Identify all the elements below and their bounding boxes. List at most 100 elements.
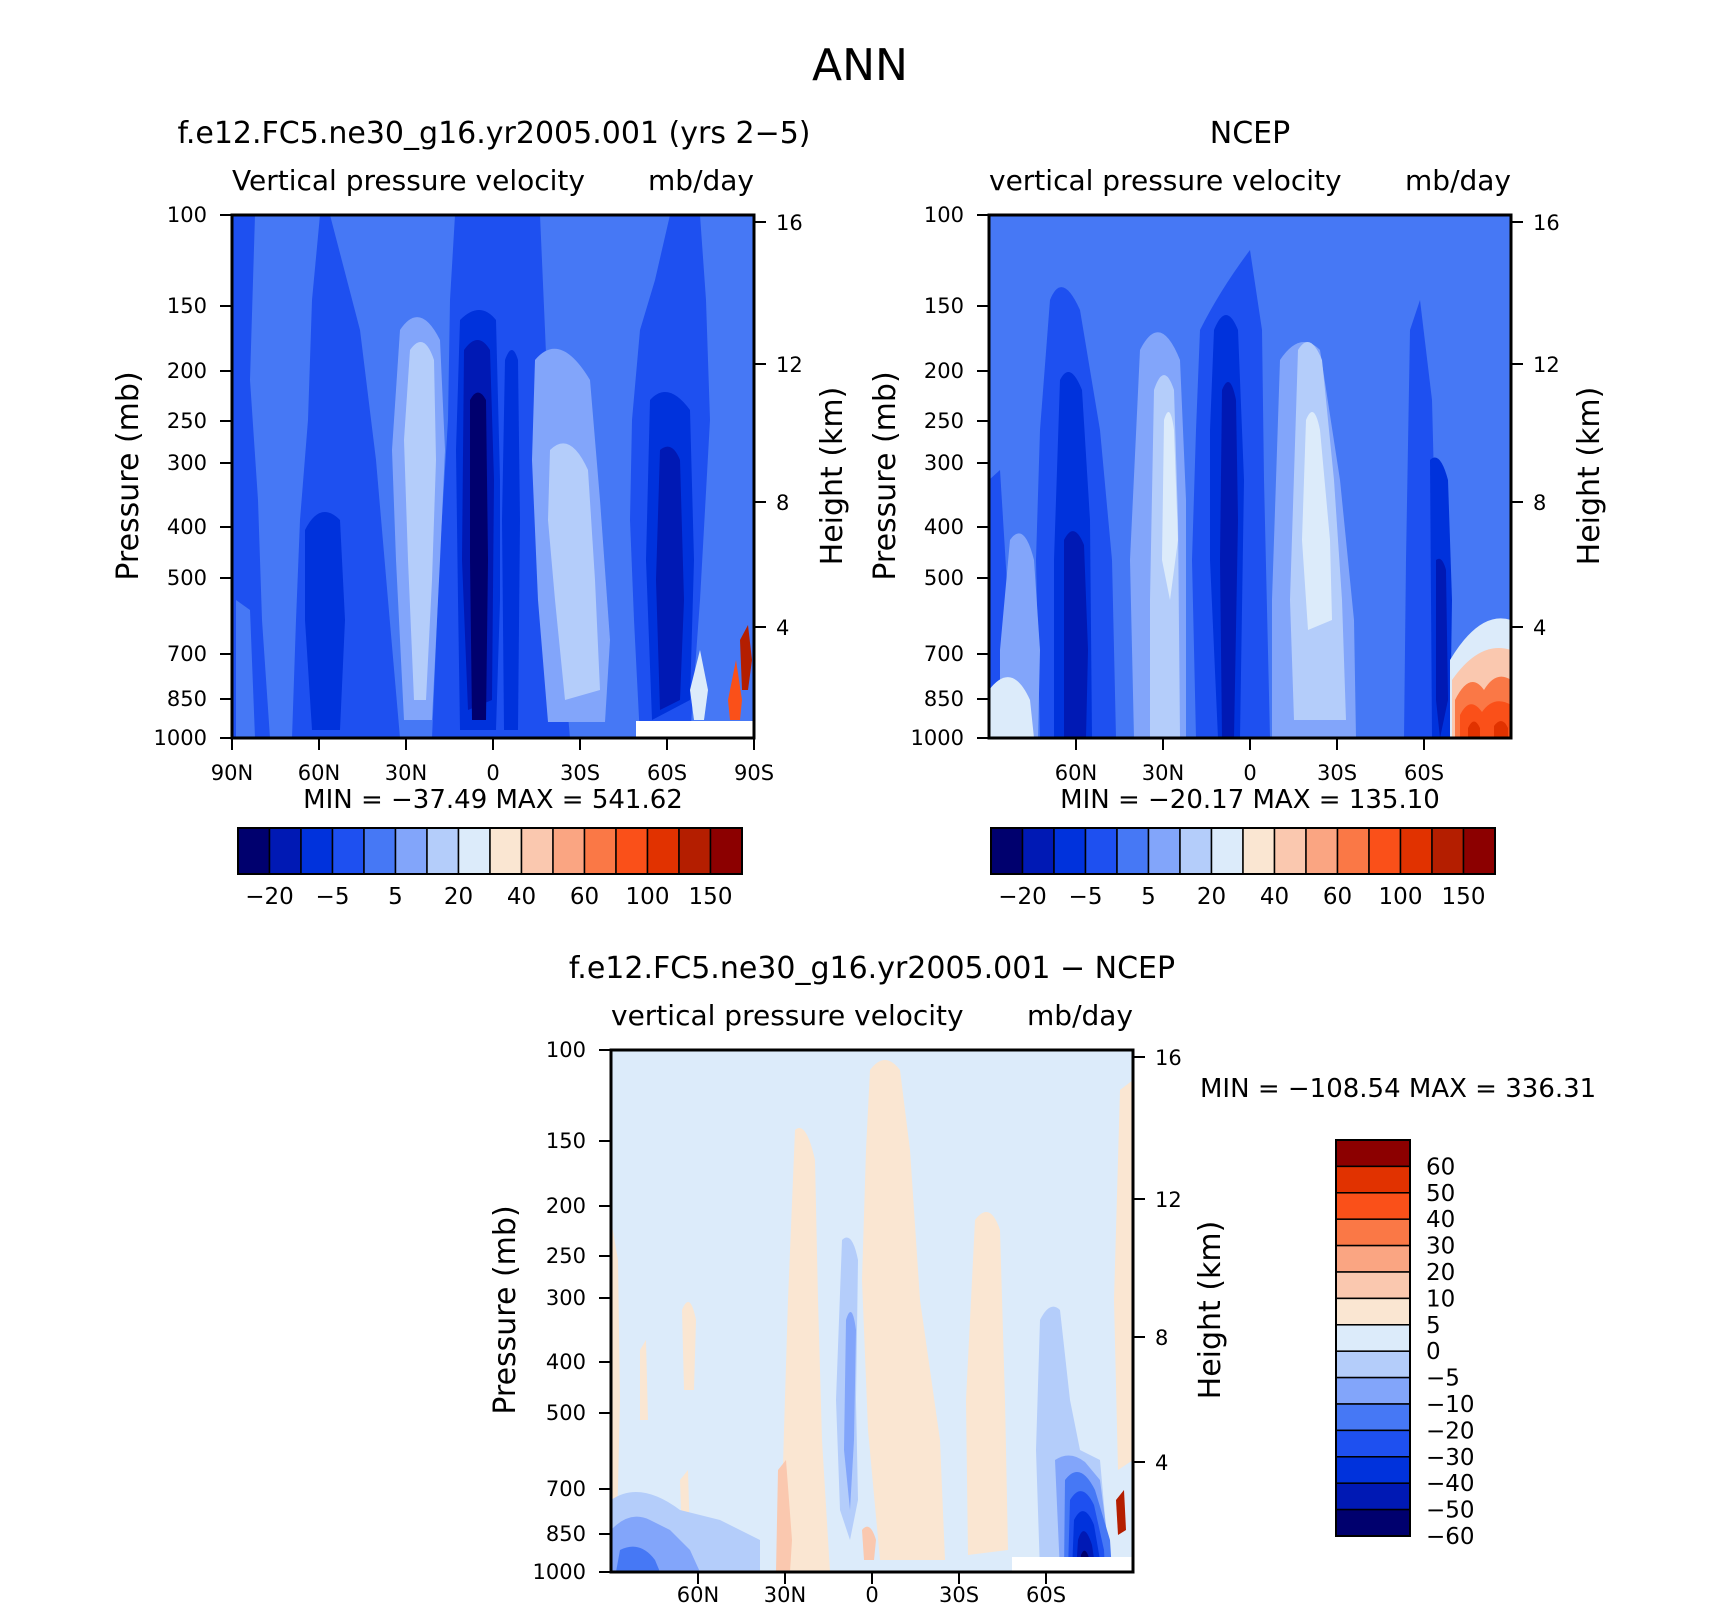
y2-tick-label: 4 — [776, 616, 789, 640]
contour-fill — [1468, 720, 1508, 738]
contour-fill — [611, 1220, 620, 1572]
colorbar-label: 20 — [1197, 884, 1226, 910]
colorbar-label: 150 — [1442, 884, 1486, 910]
y2-tick-label: 16 — [1533, 211, 1560, 235]
min-max-text: MIN = −108.54 MAX = 336.31 — [1200, 1074, 1596, 1104]
colorbar-swatch — [1084, 827, 1118, 875]
panel-diff: f.e12.FC5.ne30_g16.yr2005.001 − NCEP ver… — [488, 951, 1596, 1606]
colorbar-frame — [990, 827, 1496, 875]
y-tick-label: 200 — [167, 359, 207, 383]
contour-fill — [1220, 382, 1238, 738]
y-tick-label: 100 — [546, 1038, 586, 1062]
colorbar-swatch — [678, 827, 712, 875]
colorbar-swatch — [457, 827, 491, 875]
x-tick-label: 60N — [677, 1583, 719, 1606]
y2-axis-label: Height (km) — [1572, 387, 1607, 566]
panel-model-left-subtitle: Vertical pressure velocity — [232, 164, 585, 197]
x-axis: 60N 30N 0 30S 60S — [1055, 738, 1444, 785]
colorbar-swatch — [331, 827, 365, 875]
colorbar-label: 60 — [1323, 884, 1352, 910]
colorbar-label: 40 — [1260, 884, 1289, 910]
colorbar-swatch — [1368, 827, 1402, 875]
colorbar-swatch — [1335, 1192, 1411, 1220]
y-tick-label: 250 — [167, 409, 207, 433]
y-tick-label: 1000 — [154, 726, 207, 750]
colorbar-swatch — [1431, 827, 1465, 875]
y-axis: 100 150 200 250 300 400 500 700 850 1000 — [533, 1038, 611, 1584]
x-tick-label: 60S — [647, 761, 687, 785]
y-tick-label: 200 — [924, 359, 964, 383]
colorbar-swatch — [363, 827, 397, 875]
colorbar-swatch — [1335, 1508, 1411, 1537]
x-tick-label: 30N — [385, 761, 427, 785]
x-tick-label: 60S — [1404, 761, 1444, 785]
colorbar-swatch — [646, 827, 680, 875]
y2-axis-label: Height (km) — [815, 387, 850, 566]
y-tick-label: 150 — [546, 1129, 586, 1153]
panel-ncep-contours — [989, 215, 1511, 738]
panel-ncep: NCEP vertical pressure velocity mb/day — [868, 116, 1607, 910]
colorbar-swatch — [1335, 1297, 1411, 1326]
colorbar-label: 5 — [1141, 884, 1156, 910]
figure-title: ANN — [812, 40, 908, 91]
x-tick-label: 60N — [298, 761, 340, 785]
colorbar-swatch — [489, 827, 523, 875]
y-tick-label: 400 — [924, 515, 964, 539]
colorbar-label: 40 — [1426, 1207, 1455, 1233]
y2-tick-label: 8 — [1533, 491, 1546, 515]
topography-mask — [636, 721, 754, 738]
colorbar-label: 100 — [626, 884, 670, 910]
panel-diff-title: f.e12.FC5.ne30_g16.yr2005.001 − NCEP — [569, 951, 1175, 986]
contour-fill — [470, 392, 488, 720]
contour-fill — [1302, 412, 1332, 630]
contour-fill — [1064, 531, 1088, 738]
y-tick-label: 300 — [546, 1286, 586, 1310]
contour-fill — [305, 512, 345, 730]
colorbar-swatch — [990, 827, 1024, 875]
x-tick-label: 0 — [865, 1583, 878, 1606]
colorbar-swatch — [1335, 1324, 1411, 1352]
y-tick-label: 400 — [546, 1350, 586, 1374]
colorbar-frame — [237, 827, 743, 875]
x-tick-label: 30S — [939, 1583, 979, 1606]
panel-diff-contours — [611, 1050, 1133, 1572]
y-tick-label: 100 — [167, 203, 207, 227]
colorbar-swatch — [1399, 827, 1433, 875]
colorbar-swatch — [1053, 827, 1087, 875]
y-tick-label: 500 — [546, 1401, 586, 1425]
colorbar-swatch — [1462, 827, 1496, 875]
y-axis-label: Pressure (mb) — [111, 371, 146, 580]
panel-diff-right-subtitle: mb/day — [1027, 999, 1133, 1032]
colorbar-swatch — [1116, 827, 1150, 875]
y-axis: 100 150 200 250 300 400 500 700 850 1000 — [911, 203, 989, 750]
colorbar-label: −5 — [316, 884, 350, 910]
colorbar-label: −50 — [1426, 1498, 1475, 1524]
colorbar-label: 100 — [1379, 884, 1423, 910]
colorbar-label: 50 — [1426, 1181, 1455, 1207]
contour-fill — [780, 1128, 830, 1572]
colorbar-swatch — [615, 827, 649, 875]
colorbar-label: 10 — [1426, 1286, 1455, 1312]
colorbar-swatch — [1335, 1429, 1411, 1458]
colorbar-swatch — [1335, 1403, 1411, 1432]
y2-tick-label: 16 — [1155, 1046, 1182, 1070]
contour-fill — [740, 625, 752, 690]
colorbar-swatch — [1335, 1456, 1411, 1484]
contour-fill — [656, 446, 684, 710]
colorbar-swatch — [1305, 827, 1339, 875]
contour-fill — [1404, 300, 1440, 738]
colorbar-label: 40 — [507, 884, 536, 910]
contour-fill — [844, 1312, 856, 1510]
y2-tick-label: 12 — [1155, 1188, 1182, 1212]
colorbar-swatch — [1335, 1482, 1411, 1511]
colorbar-swatch — [1335, 1350, 1411, 1379]
y-tick-label: 250 — [546, 1244, 586, 1268]
colorbar-label: −20 — [245, 884, 294, 910]
colorbar-label: 5 — [1426, 1313, 1441, 1339]
contour-fill — [1162, 412, 1178, 600]
y-tick-label: 850 — [924, 687, 964, 711]
colorbar-label: −40 — [1426, 1471, 1475, 1497]
y2-tick-label: 4 — [1155, 1451, 1168, 1475]
y-tick-label: 400 — [167, 515, 207, 539]
